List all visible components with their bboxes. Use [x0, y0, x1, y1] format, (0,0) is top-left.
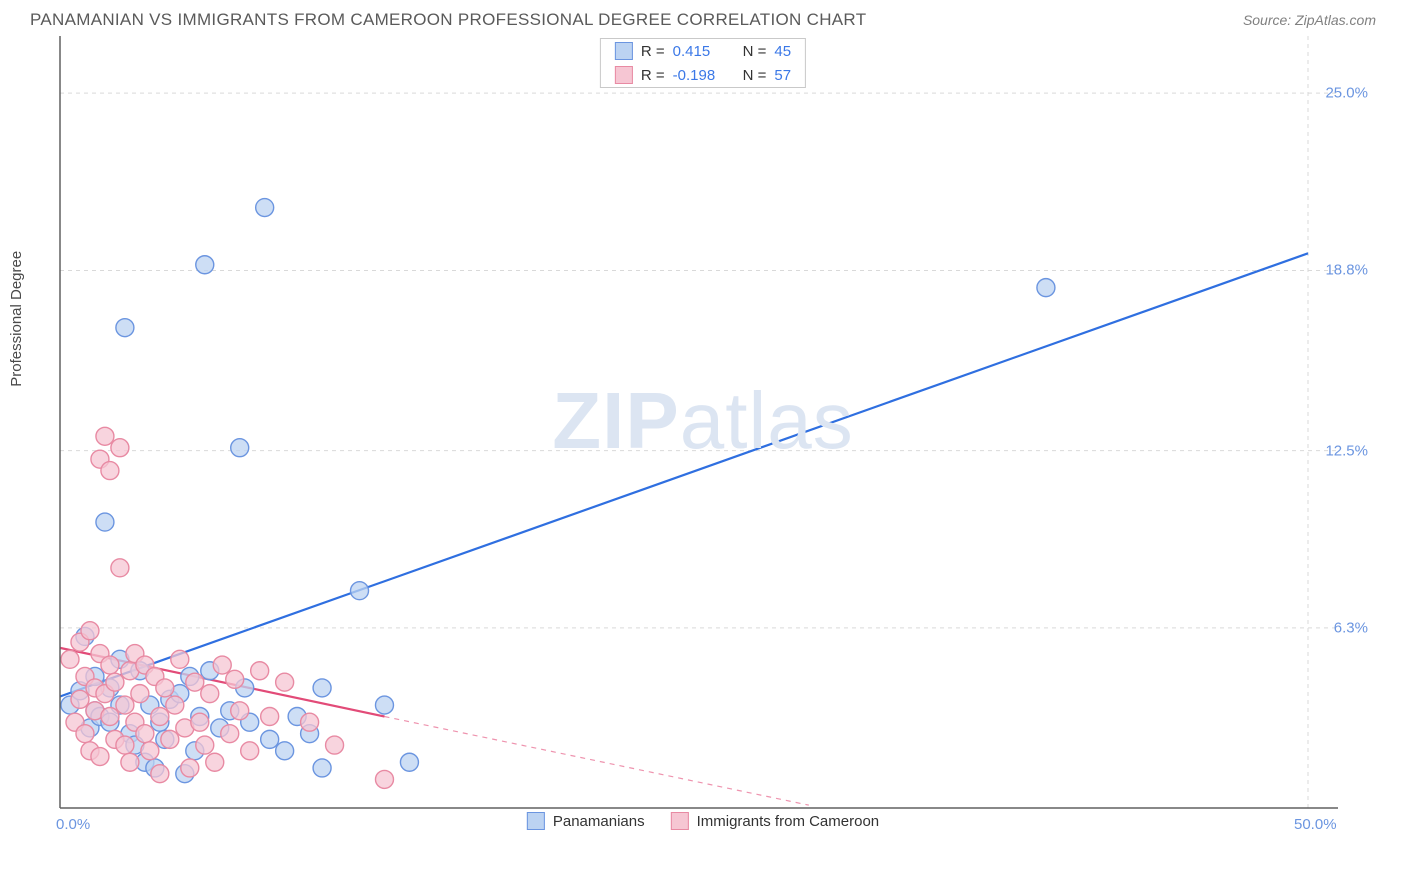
- y-axis-label: Professional Degree: [8, 251, 25, 387]
- legend-item: Immigrants from Cameroon: [671, 812, 880, 830]
- legend-swatch-icon: [615, 42, 633, 60]
- y-tick-label: 25.0%: [1325, 85, 1368, 102]
- corr-legend-row: R =0.415N =45: [601, 39, 805, 63]
- scatter-chart: [30, 36, 1358, 838]
- source-credit: Source: ZipAtlas.com: [1243, 12, 1376, 28]
- chart-area: Professional Degree ZIPatlas R =0.415N =…: [30, 36, 1376, 838]
- y-tick-label: 6.3%: [1334, 619, 1368, 636]
- corr-legend-row: R =-0.198N =57: [601, 63, 805, 87]
- legend-item: Panamanians: [527, 812, 645, 830]
- chart-title: PANAMANIAN VS IMMIGRANTS FROM CAMEROON P…: [30, 10, 866, 30]
- y-tick-label: 18.8%: [1325, 262, 1368, 279]
- correlation-legend: R =0.415N =45R =-0.198N =57: [600, 38, 806, 88]
- x-axis-max-label: 50.0%: [1294, 816, 1337, 833]
- legend-swatch-icon: [671, 812, 689, 830]
- y-tick-label: 12.5%: [1325, 442, 1368, 459]
- series-legend: Panamanians Immigrants from Cameroon: [527, 812, 879, 830]
- legend-swatch-icon: [527, 812, 545, 830]
- x-axis-origin-label: 0.0%: [56, 816, 90, 833]
- legend-swatch-icon: [615, 66, 633, 84]
- chart-header: PANAMANIAN VS IMMIGRANTS FROM CAMEROON P…: [0, 0, 1406, 36]
